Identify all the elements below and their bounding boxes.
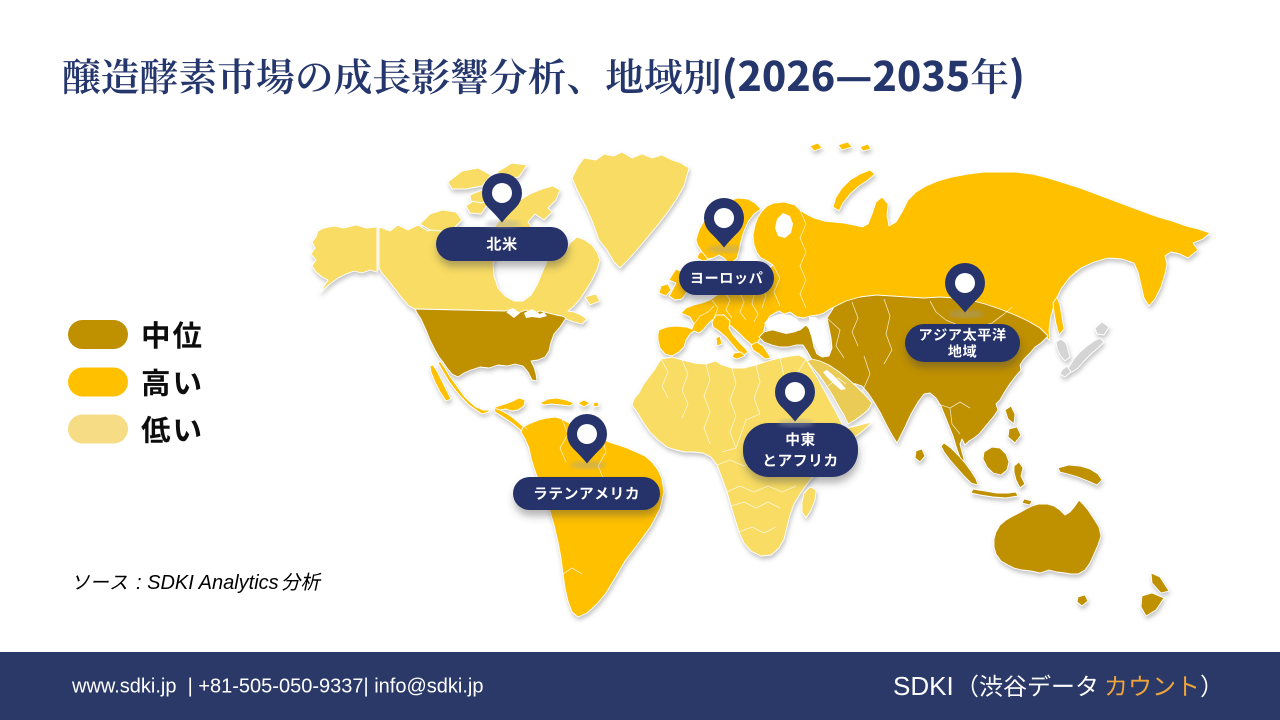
svg-text:www.sdki.jp | +81-505-050-933: www.sdki.jp | +81-505-050-9337| info@sdk… <box>71 676 483 698</box>
svg-text:: SDKI Analytics: : SDKI Analytics <box>136 572 279 594</box>
svg-text:SDKI: SDKI <box>893 671 954 701</box>
